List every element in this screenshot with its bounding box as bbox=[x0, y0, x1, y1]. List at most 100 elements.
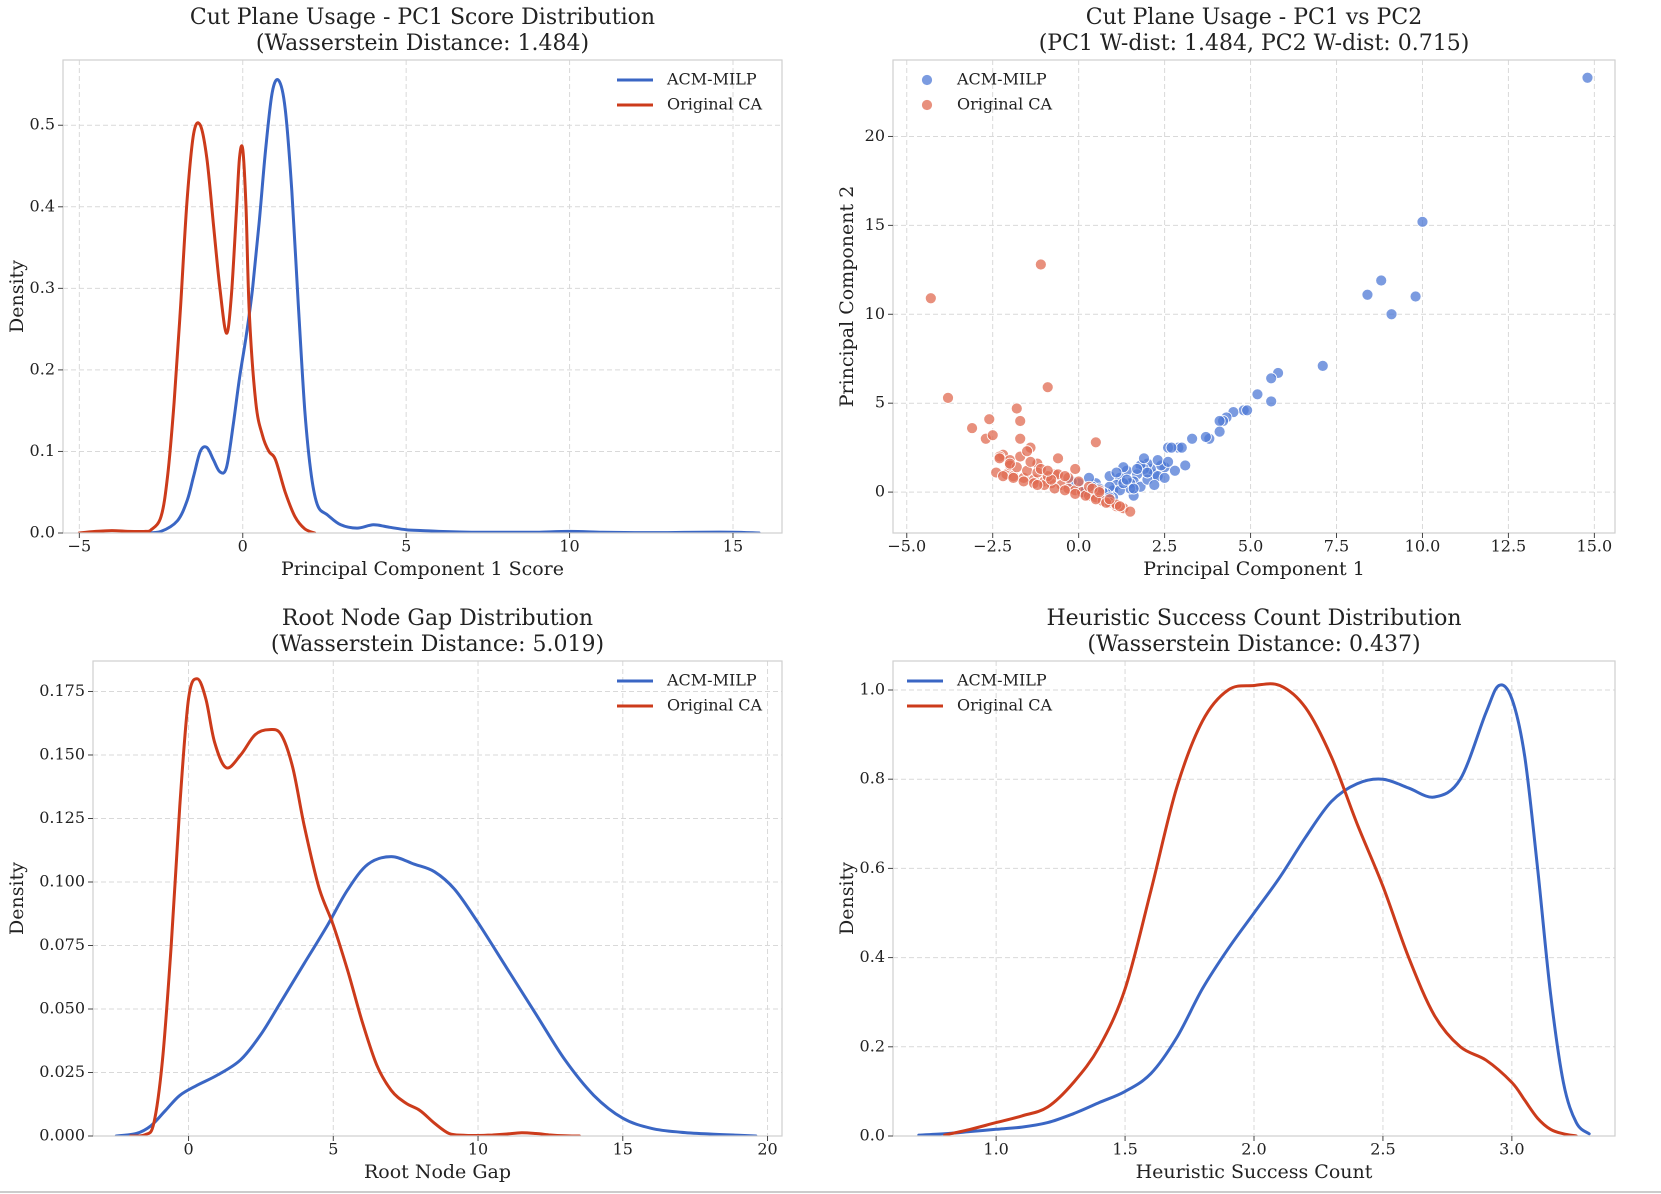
y-tick-label: 0.0 bbox=[30, 523, 55, 542]
scatter-point-original-ca bbox=[966, 422, 978, 434]
x-tick-label: 5 bbox=[401, 537, 411, 556]
x-tick-label: 10.0 bbox=[1405, 537, 1441, 556]
subplot-pc1-vs-pc2-scatter: Cut Plane Usage - PC1 vs PC2(PC1 W-dist:… bbox=[836, 5, 1616, 580]
y-axis-label: Density bbox=[836, 862, 858, 935]
chart-title: Heuristic Success Count Distribution bbox=[1046, 606, 1461, 631]
chart-subtitle: (Wasserstein Distance: 0.437) bbox=[1087, 632, 1420, 657]
y-tick-label: 0.5 bbox=[30, 115, 55, 134]
x-tick-label: 12.5 bbox=[1491, 537, 1527, 556]
scatter-point-acm-milp bbox=[1175, 441, 1188, 454]
scatter-point-acm-milp bbox=[1141, 466, 1154, 479]
scatter-point-original-ca bbox=[1041, 381, 1054, 394]
x-tick-label: 10 bbox=[559, 537, 579, 556]
y-tick-label: 0.8 bbox=[860, 769, 885, 788]
scatter-point-original-ca bbox=[1069, 463, 1082, 475]
scatter-point-acm-milp bbox=[1179, 459, 1192, 472]
y-axis-label: Principal Component 2 bbox=[836, 186, 858, 408]
scatter-point-acm-milp bbox=[1213, 425, 1226, 438]
scatter-point-acm-milp bbox=[1199, 431, 1212, 443]
scatter-point-original-ca bbox=[1024, 455, 1037, 468]
x-tick-label: −5.0 bbox=[887, 537, 926, 556]
x-tick-label: 20 bbox=[757, 1140, 777, 1159]
scatter-point-acm-milp bbox=[1251, 388, 1264, 401]
y-tick-label: 0.4 bbox=[860, 947, 885, 966]
scatter-point-acm-milp bbox=[1138, 452, 1150, 465]
x-tick-label: 15 bbox=[613, 1140, 633, 1159]
y-tick-label: 15 bbox=[865, 215, 885, 234]
scatter-point-acm-milp bbox=[1361, 288, 1374, 301]
plot-area bbox=[114, 677, 758, 1136]
x-tick-label: 7.5 bbox=[1324, 537, 1349, 556]
y-tick-label: 0.125 bbox=[39, 808, 85, 827]
plot-area bbox=[924, 71, 1594, 518]
scatter-point-original-ca bbox=[1052, 452, 1064, 465]
legend-marker-original-ca bbox=[921, 99, 933, 111]
scatter-point-acm-milp bbox=[1581, 71, 1594, 84]
x-axis-label: Heuristic Success Count bbox=[1136, 1161, 1373, 1183]
chart-subtitle: (PC1 W-dist: 1.484, PC2 W-dist: 0.715) bbox=[1039, 31, 1470, 56]
plot-area bbox=[77, 78, 761, 533]
legend-label-original-ca: Original CA bbox=[667, 696, 763, 715]
axes-frame bbox=[92, 660, 783, 1137]
y-tick-label: 10 bbox=[865, 304, 885, 323]
density-line-original-ca bbox=[129, 677, 581, 1136]
x-tick-label: 0 bbox=[183, 1140, 193, 1159]
legend-marker-acm-milp bbox=[921, 74, 933, 86]
scatter-point-original-ca bbox=[924, 292, 937, 305]
y-tick-label: 0.6 bbox=[860, 858, 885, 877]
y-tick-label: 0.175 bbox=[39, 681, 85, 700]
scatter-point-acm-milp bbox=[1148, 479, 1161, 491]
y-tick-label: 0.2 bbox=[860, 1036, 885, 1055]
scatter-point-original-ca bbox=[1021, 445, 1033, 458]
scatter-point-original-ca bbox=[1114, 500, 1126, 513]
scatter-point-acm-milp bbox=[1385, 308, 1398, 321]
chart-title: Cut Plane Usage - PC1 Score Distribution bbox=[190, 5, 655, 30]
axes-frame bbox=[62, 59, 783, 534]
scatter-point-acm-milp bbox=[1165, 441, 1178, 454]
scatter-point-acm-milp bbox=[1265, 395, 1278, 408]
scatter-point-acm-milp bbox=[1241, 404, 1254, 417]
scatter-point-original-ca bbox=[1010, 402, 1023, 415]
y-tick-label: 0.0 bbox=[860, 1126, 885, 1145]
scatter-point-original-ca bbox=[1014, 432, 1027, 445]
scatter-point-original-ca bbox=[1059, 470, 1071, 482]
legend-label-acm-milp: ACM-MILP bbox=[666, 70, 757, 89]
scatter-point-original-ca bbox=[1034, 258, 1047, 271]
x-tick-label: 15.0 bbox=[1577, 537, 1613, 556]
scatter-point-original-ca bbox=[1017, 475, 1030, 488]
scatter-point-original-ca bbox=[1124, 505, 1137, 518]
x-tick-label: 1.0 bbox=[983, 1140, 1008, 1159]
scatter-point-acm-milp bbox=[1158, 471, 1171, 484]
chart-title: Root Node Gap Distribution bbox=[282, 606, 593, 631]
x-tick-label: 10 bbox=[468, 1140, 488, 1159]
legend-label-acm-milp: ACM-MILP bbox=[956, 70, 1047, 89]
scatter-point-original-ca bbox=[997, 470, 1009, 482]
x-tick-label: 0 bbox=[238, 537, 248, 556]
scatter-point-original-ca bbox=[1089, 436, 1102, 449]
y-tick-label: 0.3 bbox=[30, 278, 55, 297]
y-tick-label: 0.1 bbox=[30, 441, 55, 460]
x-tick-label: 2.0 bbox=[1241, 1140, 1266, 1159]
y-axis-label: Density bbox=[6, 862, 28, 935]
legend-label-original-ca: Original CA bbox=[957, 95, 1053, 114]
scatter-point-acm-milp bbox=[1316, 359, 1329, 372]
chart-title: Cut Plane Usage - PC1 vs PC2 bbox=[1086, 5, 1422, 30]
x-axis-label: Principal Component 1 bbox=[1143, 558, 1365, 580]
x-tick-label: 5 bbox=[328, 1140, 338, 1159]
x-tick-label: 1.5 bbox=[1112, 1140, 1137, 1159]
scatter-point-original-ca bbox=[1069, 487, 1082, 500]
scatter-point-acm-milp bbox=[1186, 432, 1199, 445]
scatter-point-acm-milp bbox=[1131, 463, 1144, 475]
legend-label-acm-milp: ACM-MILP bbox=[956, 671, 1047, 690]
scatter-point-acm-milp bbox=[1375, 274, 1388, 287]
scatter-point-acm-milp bbox=[1213, 415, 1226, 427]
legend-label-original-ca: Original CA bbox=[667, 95, 763, 114]
scatter-point-original-ca bbox=[986, 429, 999, 442]
x-axis-label: Root Node Gap bbox=[364, 1161, 511, 1183]
chart-subtitle: (Wasserstein Distance: 5.019) bbox=[271, 632, 604, 657]
scatter-point-acm-milp bbox=[1265, 372, 1278, 385]
y-tick-label: 0.075 bbox=[39, 935, 85, 954]
y-tick-label: 0.025 bbox=[39, 1062, 85, 1081]
density-line-original-ca bbox=[77, 121, 317, 533]
